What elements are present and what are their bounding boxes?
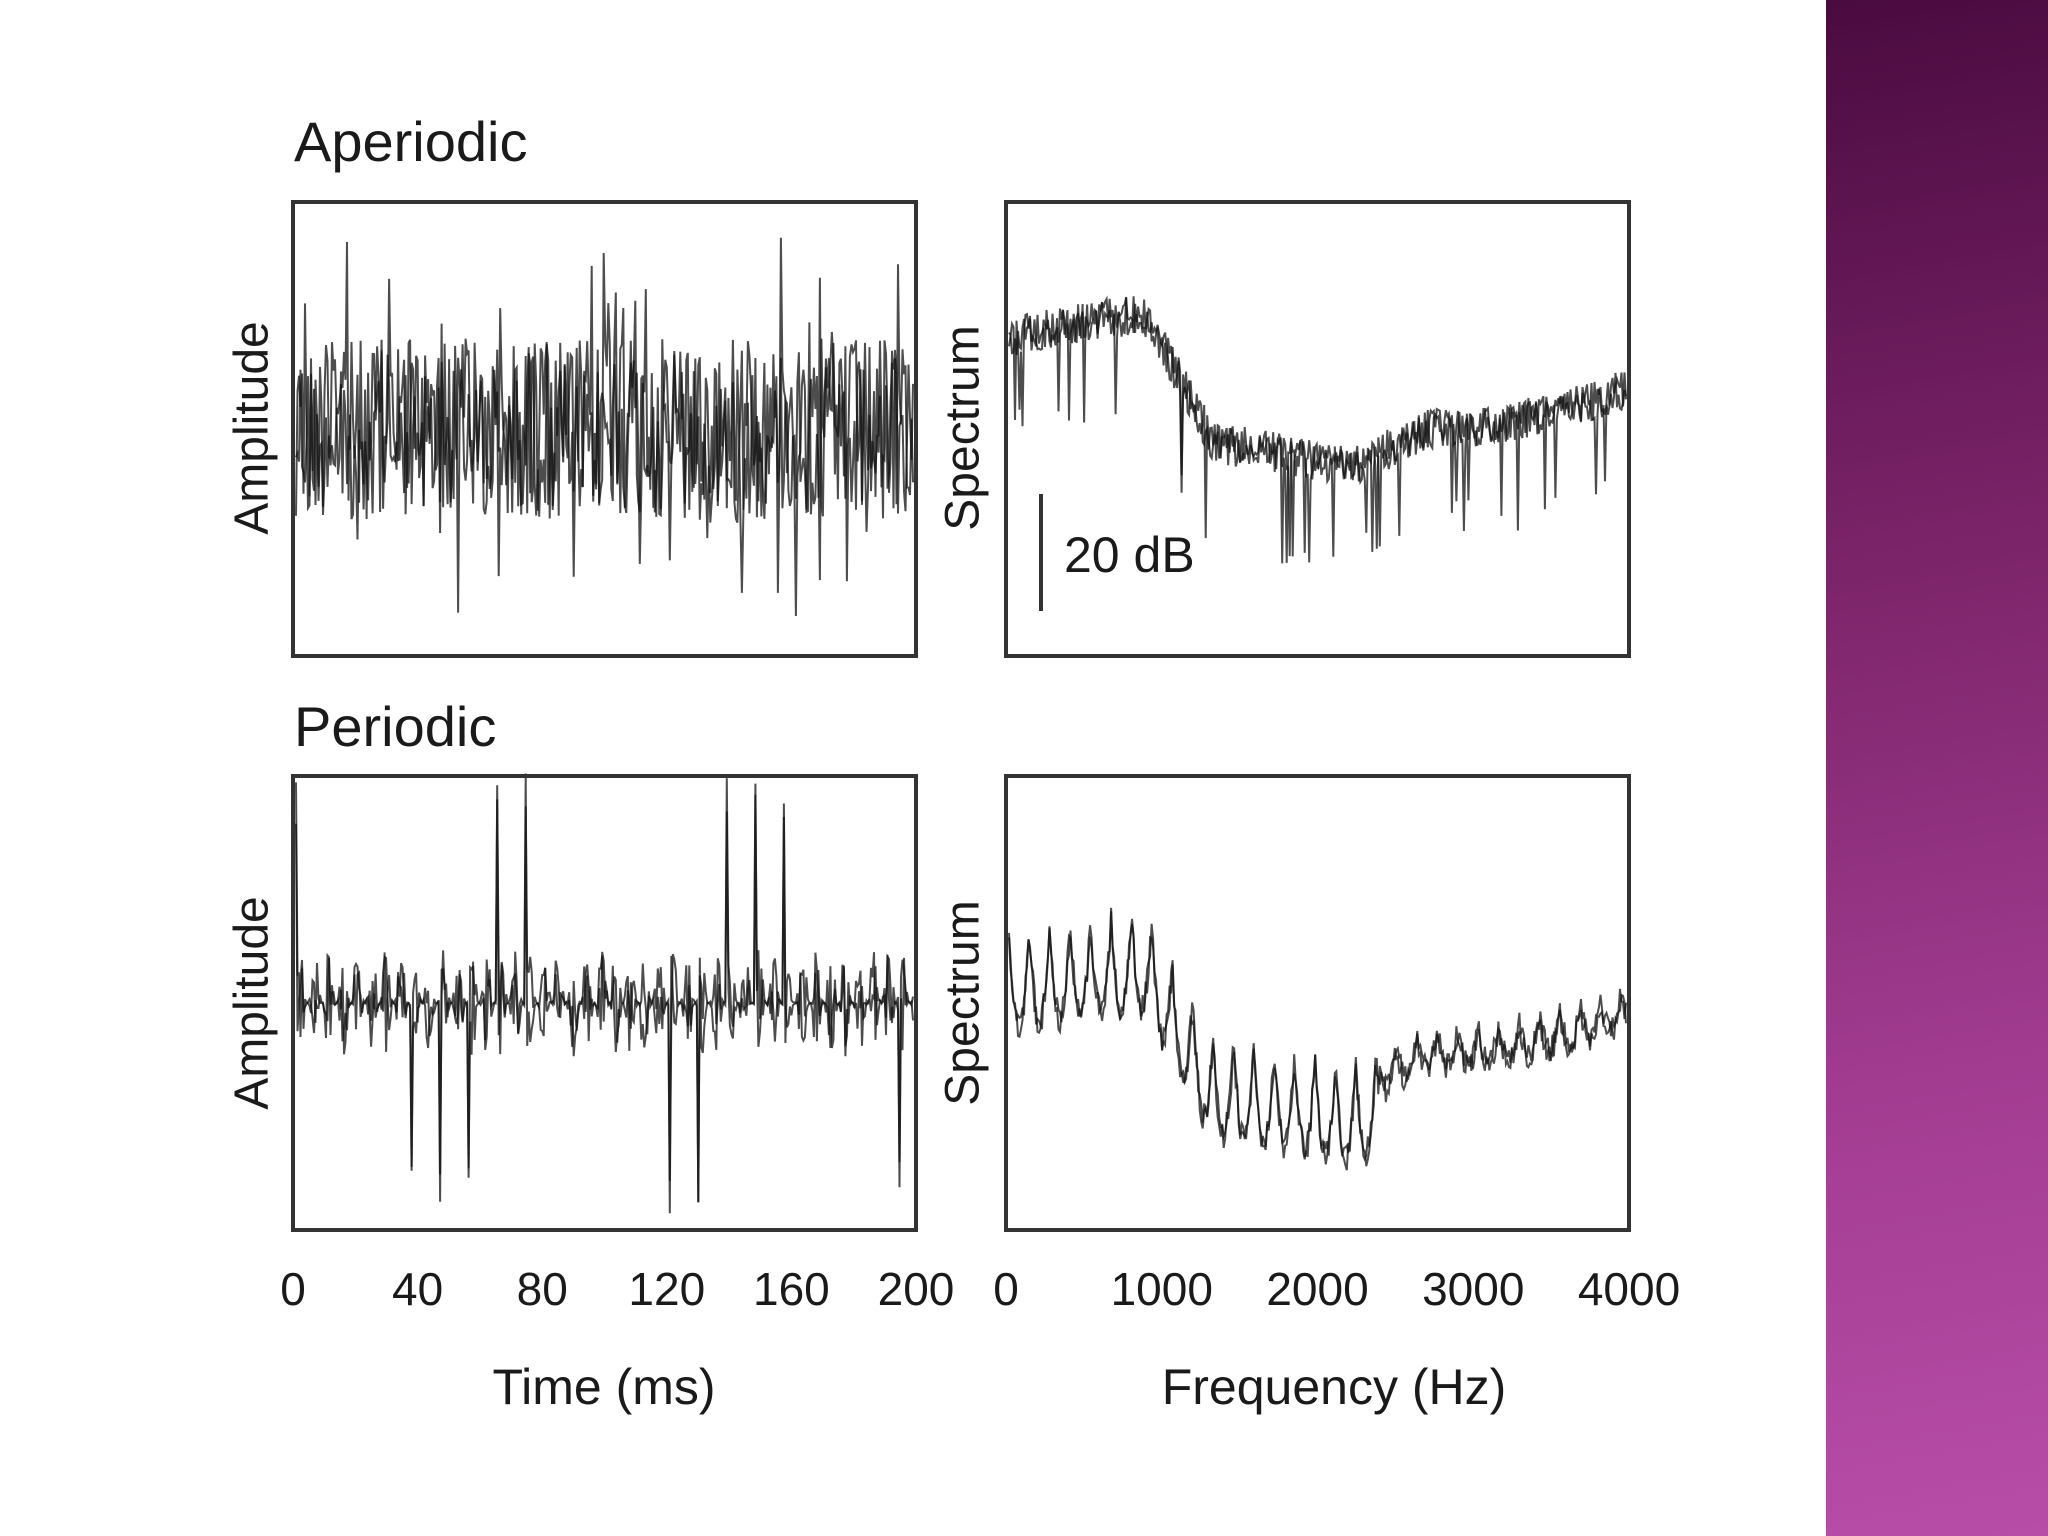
- row-title: Periodic: [294, 695, 496, 758]
- x-tick-label: 4000: [1578, 1263, 1680, 1315]
- x-tick-label: 0: [993, 1263, 1019, 1315]
- x-tick-label: 1000: [1111, 1263, 1213, 1315]
- y-label: Amplitude: [226, 321, 279, 534]
- waveform-texture: [1008, 911, 1627, 1171]
- waveform-texture: [1008, 296, 1627, 564]
- x-tick-label: 40: [392, 1263, 443, 1315]
- x-axis-label: Frequency (Hz): [1162, 1359, 1507, 1415]
- y-label: Spectrum: [937, 900, 990, 1105]
- x-tick-label: 2000: [1266, 1263, 1368, 1315]
- side-band: [1826, 0, 2048, 1536]
- y-label: Amplitude: [226, 896, 279, 1109]
- x-tick-label: 80: [517, 1263, 568, 1315]
- x-tick-label: 3000: [1422, 1263, 1524, 1315]
- panel-frame: [291, 774, 918, 1232]
- waveform-texture: [1008, 295, 1627, 563]
- scale-bar-label: 20 dB: [1064, 527, 1195, 583]
- x-tick-label: 120: [628, 1263, 705, 1315]
- x-tick-label: 0: [280, 1263, 306, 1315]
- waveform-texture: [295, 782, 914, 1214]
- x-tick-label: 200: [878, 1263, 955, 1315]
- row-title: Aperiodic: [294, 110, 527, 173]
- waveform-texture: [295, 237, 914, 617]
- panel-frame: [291, 200, 918, 658]
- x-axis-label: Time (ms): [492, 1359, 715, 1415]
- panel-frame: [1004, 774, 1631, 1232]
- panel-frame: [1004, 200, 1631, 658]
- x-tick-label: 160: [753, 1263, 830, 1315]
- y-label: Spectrum: [937, 325, 990, 530]
- figure: Aperiodic Periodic Amplitude Amplitude S…: [226, 110, 1681, 1415]
